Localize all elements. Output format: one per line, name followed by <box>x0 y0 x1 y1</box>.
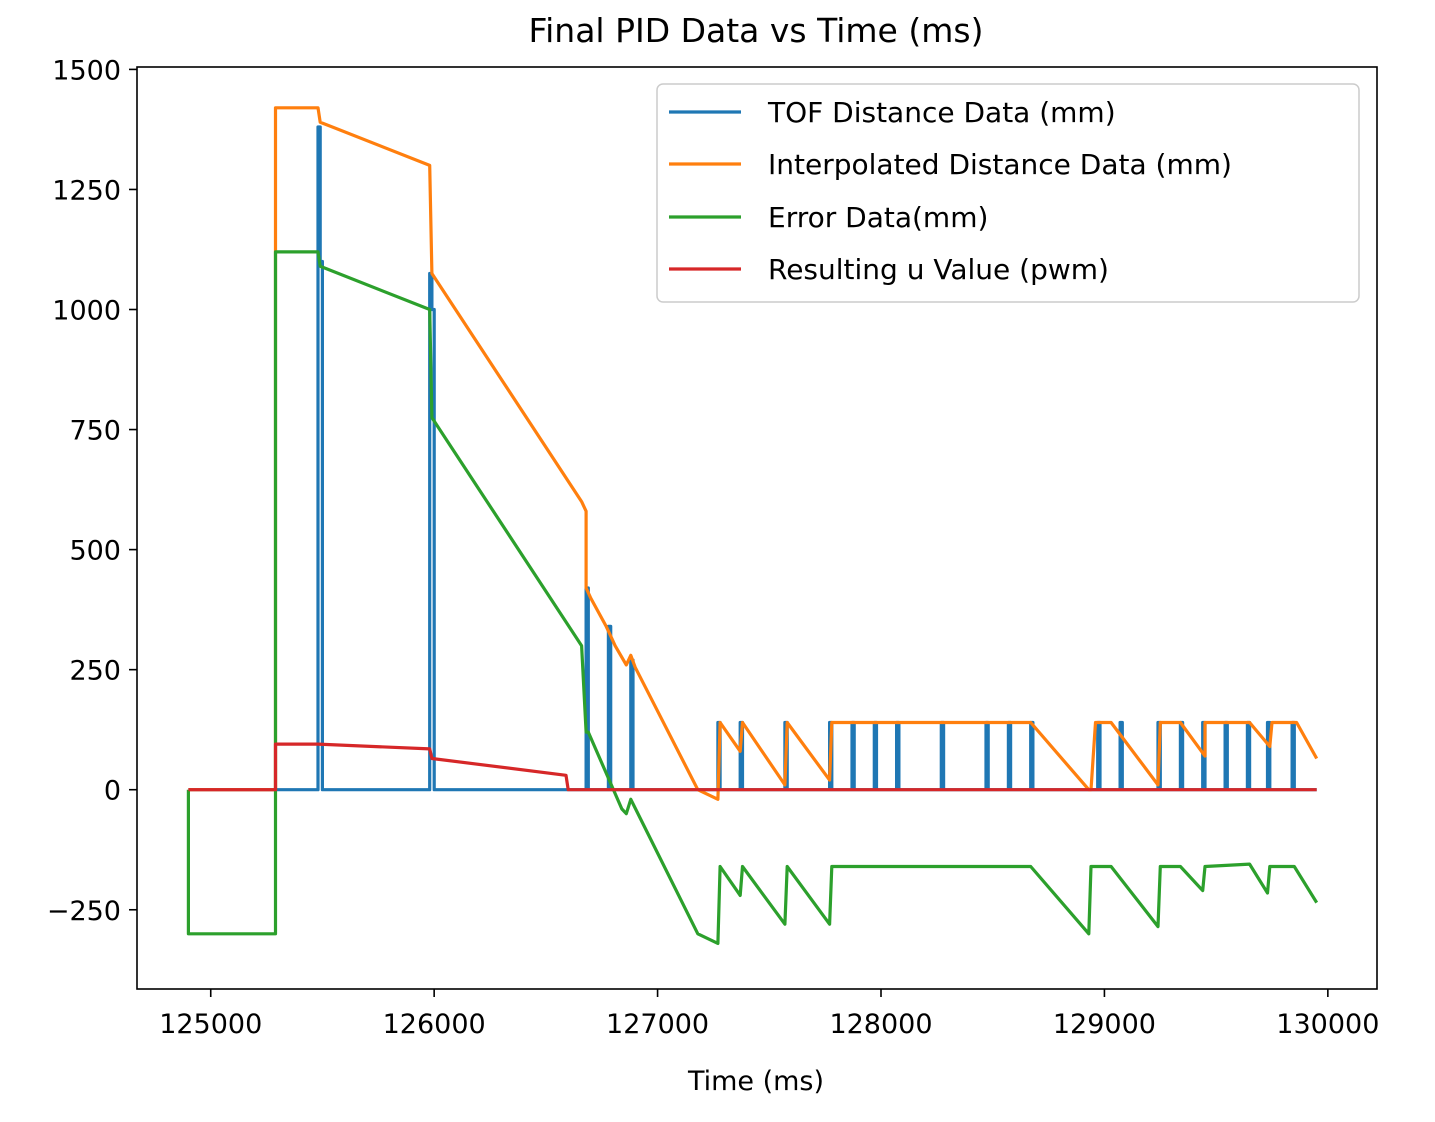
x-tick-label: 128000 <box>829 1009 932 1040</box>
y-tick-label: −250 <box>47 896 121 927</box>
y-tick-label: 1000 <box>52 296 121 327</box>
x-axis: 125000 126000 127000 128000 129000 130000 <box>159 989 1379 1040</box>
x-tick-label: 125000 <box>159 1009 262 1040</box>
legend-label-u-value: Resulting u Value (pwm) <box>768 253 1109 286</box>
series-line-4 <box>188 742 1317 792</box>
legend-label-interpolated: Interpolated Distance Data (mm) <box>768 148 1232 181</box>
y-tick-label: 1250 <box>52 175 121 206</box>
legend-label-error: Error Data(mm) <box>768 201 988 234</box>
series-group <box>186 106 1319 946</box>
legend-frame <box>656 83 1360 303</box>
series-line-3 <box>186 250 1319 946</box>
y-tick-label: 1500 <box>52 55 121 86</box>
x-tick-label: 127000 <box>606 1009 709 1040</box>
legend-label-tof: TOF Distance Data (mm) <box>767 96 1116 129</box>
x-tick-label: 130000 <box>1276 1009 1379 1040</box>
chart-title: Final PID Data vs Time (ms) <box>529 11 984 50</box>
y-tick-label: 250 <box>69 656 121 687</box>
x-tick-label: 129000 <box>1053 1009 1156 1040</box>
y-axis: −250 0 250 500 750 1000 1250 1500 <box>47 55 137 927</box>
x-tick-label: 126000 <box>383 1009 486 1040</box>
y-tick-label: 0 <box>104 776 121 807</box>
x-axis-label: Time (ms) <box>687 1066 824 1097</box>
plot-frame <box>136 66 1378 990</box>
y-tick-label: 750 <box>69 416 121 447</box>
y-tick-label: 500 <box>69 536 121 567</box>
series-line-2 <box>188 106 1319 801</box>
legend: TOF Distance Data (mm) Interpolated Dist… <box>656 83 1360 303</box>
